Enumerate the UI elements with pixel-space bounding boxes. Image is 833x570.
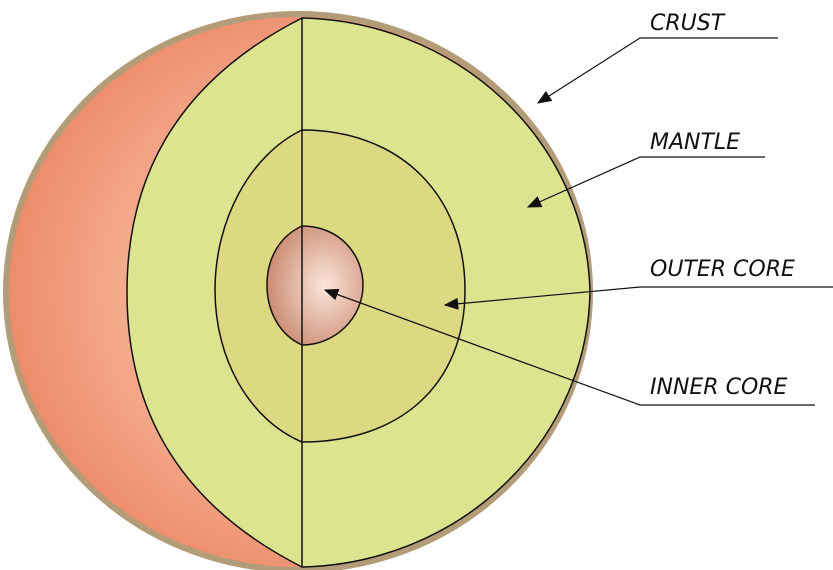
earth-diagram: CRUST MANTLE OUTER CORE INNER CORE <box>0 0 833 570</box>
label: CRUST <box>650 11 726 36</box>
label: INNER CORE <box>650 375 788 400</box>
label: MANTLE <box>650 130 740 155</box>
page: CRUST MANTLE OUTER CORE INNER CORE (() =… <box>0 0 833 570</box>
crust-leader <box>538 38 778 103</box>
label: OUTER CORE <box>650 257 795 282</box>
